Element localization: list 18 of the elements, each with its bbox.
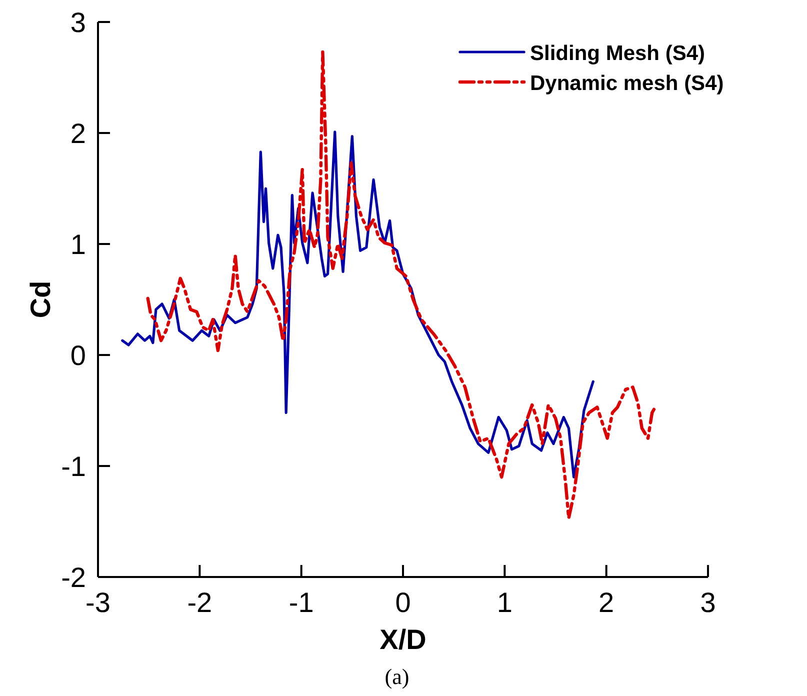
y-tick-label: 2 (70, 118, 86, 149)
x-tick-label: 3 (700, 587, 716, 618)
x-tick-label: 2 (598, 587, 614, 618)
y-tick-label: 1 (70, 229, 86, 260)
x-tick-label: -3 (86, 587, 110, 618)
y-tick-label: -1 (61, 451, 86, 482)
x-axis-title: X/D (380, 624, 426, 655)
y-tick-label: 0 (70, 340, 86, 371)
legend-label: Dynamic mesh (S4) (530, 72, 724, 95)
x-tick-label: -1 (288, 587, 314, 618)
y-tick-label: -2 (61, 562, 86, 593)
text: (a) (384, 664, 410, 689)
y-axis-title: Cd (25, 280, 56, 318)
x-tick-label: -2 (187, 587, 212, 618)
x-tick-label: 1 (496, 587, 512, 618)
y-tick-label: 3 (70, 7, 86, 38)
x-tick-label: 0 (395, 587, 411, 618)
legend-label: Sliding Mesh (S4) (530, 42, 706, 65)
